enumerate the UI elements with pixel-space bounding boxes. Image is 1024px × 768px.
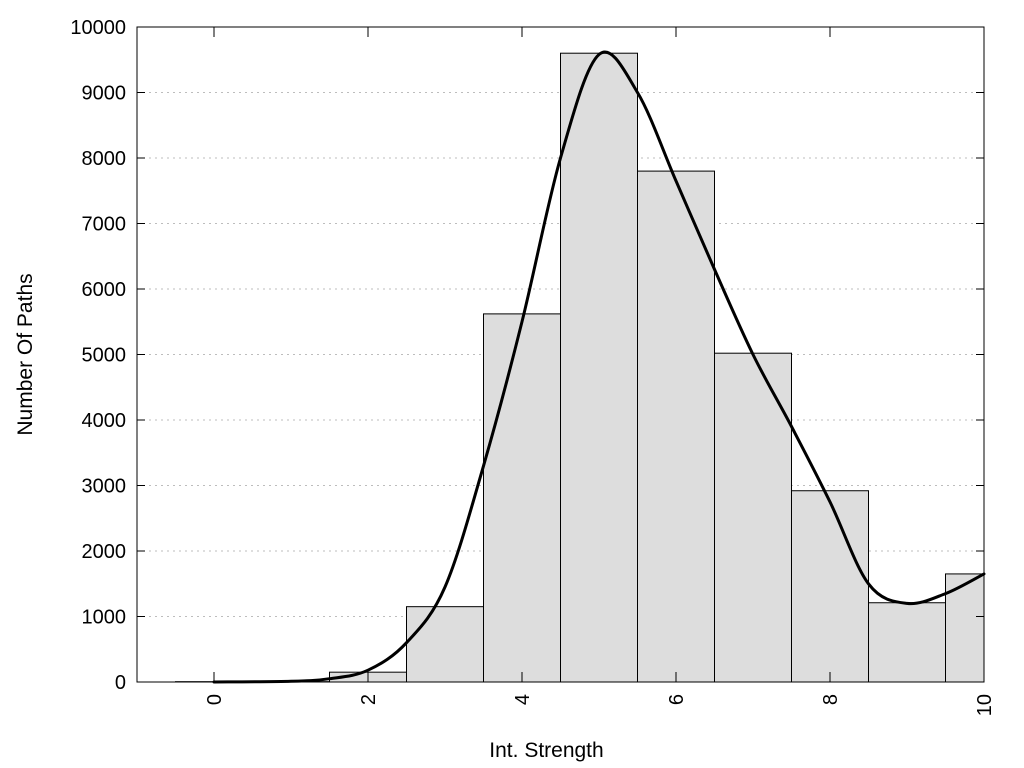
- y-axis-title: Number Of Paths: [14, 273, 37, 435]
- y-tick-label-5: 5000: [82, 345, 127, 367]
- x-tick-label-0: 0: [204, 694, 226, 705]
- y-tick-label-4: 4000: [82, 410, 127, 432]
- y-tick-label-3: 3000: [82, 476, 127, 498]
- x-tick-label-2: 4: [512, 694, 534, 705]
- bar-4: [483, 313, 561, 683]
- y-tick-label-8: 8000: [82, 148, 127, 170]
- y-tick-label-0: 0: [115, 672, 126, 694]
- y-tick-label-1: 1000: [82, 607, 127, 629]
- x-tick-label-1: 2: [358, 694, 380, 705]
- y-tick-label-6: 6000: [82, 279, 127, 301]
- x-tick-label-3: 6: [666, 694, 688, 705]
- y-tick-label-10: 10000: [70, 17, 126, 39]
- y-tick-label-2: 2000: [82, 541, 127, 563]
- bar-7: [714, 352, 792, 683]
- bar-5: [560, 52, 638, 683]
- bar-6: [637, 170, 715, 683]
- x-axis-title: Int. Strength: [489, 739, 603, 762]
- bars: [175, 52, 985, 683]
- bar-3: [406, 606, 484, 683]
- x-tick-label-4: 8: [820, 694, 842, 705]
- smooth-curve: [212, 50, 986, 684]
- bar-8: [791, 490, 869, 683]
- bar-9: [868, 602, 946, 683]
- y-tick-label-7: 7000: [82, 214, 127, 236]
- x-axis-ticks: 0 2 4 6 8 10: [204, 27, 996, 716]
- y-axis-ticks: 0 1000 2000 3000 4000 5000 6000 7000 8000 9000 100…: [70, 17, 984, 694]
- y-tick-label-9: 9000: [82, 83, 127, 105]
- x-tick-label-5: 10: [974, 694, 996, 716]
